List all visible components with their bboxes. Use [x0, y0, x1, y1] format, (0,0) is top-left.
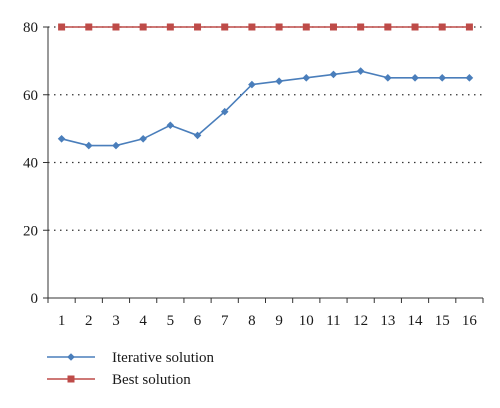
data-point — [465, 74, 474, 82]
x-tick-label: 5 — [167, 313, 175, 329]
data-point — [329, 23, 337, 31]
data-point — [356, 67, 365, 75]
series-2 — [58, 23, 473, 31]
legend-item-2: Best solution — [47, 372, 191, 388]
y-tick-labels: 0 20 40 60 80 — [23, 20, 38, 307]
y-tick-label: 80 — [23, 20, 38, 36]
x-tick-label: 16 — [462, 313, 478, 329]
legend-label: Best solution — [112, 372, 191, 388]
x-tick-label: 14 — [408, 313, 424, 329]
y-tick-label: 60 — [23, 88, 38, 104]
data-point — [57, 134, 66, 143]
data-point — [139, 23, 147, 31]
x-tick-label: 10 — [299, 313, 314, 329]
data-point — [438, 74, 447, 82]
data-point — [411, 23, 419, 31]
data-point — [357, 23, 365, 31]
legend-swatch-marker — [67, 353, 75, 361]
y-tick-label: 40 — [23, 156, 38, 172]
y-tick-label: 20 — [23, 223, 38, 239]
data-point — [58, 23, 66, 31]
y-tick-label: 0 — [31, 291, 39, 307]
x-tick-label: 3 — [112, 313, 120, 329]
x-tick-labels: 1 2 3 4 5 6 7 8 9 10 11 12 13 14 15 16 — [58, 313, 478, 329]
data-point — [465, 23, 473, 31]
data-point — [84, 141, 93, 150]
data-point — [221, 23, 229, 31]
data-point — [302, 74, 311, 82]
data-point — [275, 23, 283, 31]
x-tick-label: 2 — [85, 313, 93, 329]
data-point — [384, 23, 392, 31]
series-1 — [57, 67, 474, 150]
x-tick-label: 4 — [139, 313, 147, 329]
x-tick-label: 7 — [221, 313, 229, 329]
x-tick-label: 13 — [380, 313, 395, 329]
data-point — [112, 23, 120, 31]
data-point — [384, 74, 392, 82]
x-tick-label: 9 — [275, 313, 283, 329]
data-point — [411, 74, 419, 82]
data-point — [166, 23, 174, 31]
data-point — [275, 77, 283, 85]
legend: Iterative solution Best solution — [47, 350, 215, 388]
data-point — [139, 134, 147, 143]
x-tick-label: 12 — [353, 313, 368, 329]
legend-label: Iterative solution — [112, 350, 215, 366]
axes — [43, 26, 484, 303]
x-tick-label: 15 — [435, 313, 450, 329]
x-tick-label: 8 — [248, 313, 256, 329]
legend-swatch-marker — [67, 375, 75, 383]
data-point — [248, 23, 256, 31]
data-point — [220, 107, 229, 116]
data-point — [166, 121, 175, 130]
x-tick-label: 1 — [58, 313, 66, 329]
data-point — [302, 23, 310, 31]
series — [57, 23, 474, 150]
x-tick-label: 11 — [326, 313, 340, 329]
grid-lines — [48, 26, 483, 231]
series-line — [61, 70, 470, 147]
data-point — [85, 23, 93, 31]
data-point — [438, 23, 446, 31]
data-point — [329, 70, 338, 79]
data-point — [194, 23, 202, 31]
data-point — [248, 80, 256, 89]
data-point — [112, 141, 120, 150]
x-tick-label: 6 — [194, 313, 202, 329]
legend-item-1: Iterative solution — [47, 350, 215, 366]
data-point — [193, 131, 202, 140]
